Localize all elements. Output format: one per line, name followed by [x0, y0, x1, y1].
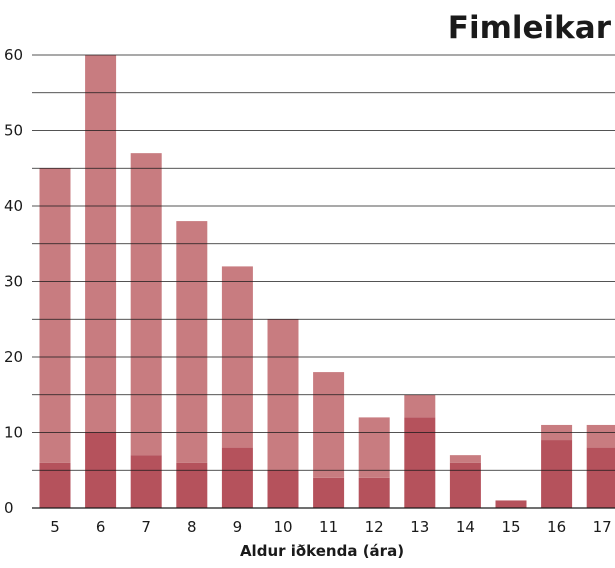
y-tick-label: 40 [4, 197, 23, 215]
x-axis-label: Aldur iðkenda (ára) [240, 542, 404, 560]
y-tick-label: 20 [4, 348, 23, 366]
bar-segment-upper-17 [586, 424, 615, 448]
x-tick-label: 16 [547, 518, 566, 536]
bar-segment-lower-17 [586, 447, 615, 508]
bar-segment-lower-11 [313, 477, 345, 508]
x-tick-label: 12 [365, 518, 384, 536]
bar-segment-lower-15 [495, 500, 527, 508]
y-tick-label: 60 [4, 46, 23, 64]
grid-lines [32, 54, 615, 509]
bar-segment-upper-12 [358, 417, 390, 478]
bar-segment-lower-9 [221, 447, 253, 508]
x-tick-label: 15 [501, 518, 520, 536]
x-tick-label: 5 [50, 518, 60, 536]
x-tick-label: 11 [319, 518, 338, 536]
bar-segment-lower-5 [39, 462, 71, 508]
bar-segment-lower-8 [176, 462, 208, 508]
bar-segment-upper-5 [39, 168, 71, 463]
x-tick-label: 17 [593, 518, 612, 536]
x-tick-label: 14 [456, 518, 475, 536]
x-axis-ticks: 5 6 7 8 9 10 11 12 13 14 15 16 17 [50, 518, 612, 536]
x-tick-label: 9 [233, 518, 243, 536]
bar-segment-lower-13 [404, 417, 436, 508]
bar-segment-upper-7 [130, 153, 162, 456]
x-tick-label: 6 [96, 518, 106, 536]
y-axis-ticks: 0 10 20 30 40 50 60 [4, 46, 23, 517]
bar-segment-lower-10 [267, 470, 299, 508]
bar-segment-upper-14 [449, 455, 481, 463]
y-tick-label: 50 [4, 122, 23, 140]
x-tick-label: 10 [273, 518, 292, 536]
bar-segment-upper-11 [313, 372, 345, 478]
x-tick-label: 13 [410, 518, 429, 536]
chart-title: Fimleikar [448, 10, 612, 46]
y-tick-label: 0 [4, 499, 14, 517]
bar-segment-lower-7 [130, 455, 162, 508]
y-tick-label: 30 [4, 273, 23, 291]
y-tick-label: 10 [4, 424, 23, 442]
bar-segment-lower-16 [541, 440, 573, 508]
x-tick-label: 8 [187, 518, 197, 536]
x-tick-label: 7 [141, 518, 151, 536]
bars [39, 55, 615, 508]
bar-segment-upper-13 [404, 394, 436, 418]
bar-segment-upper-8 [176, 221, 208, 463]
bar-segment-lower-12 [358, 477, 390, 508]
bar-segment-lower-14 [449, 462, 481, 508]
